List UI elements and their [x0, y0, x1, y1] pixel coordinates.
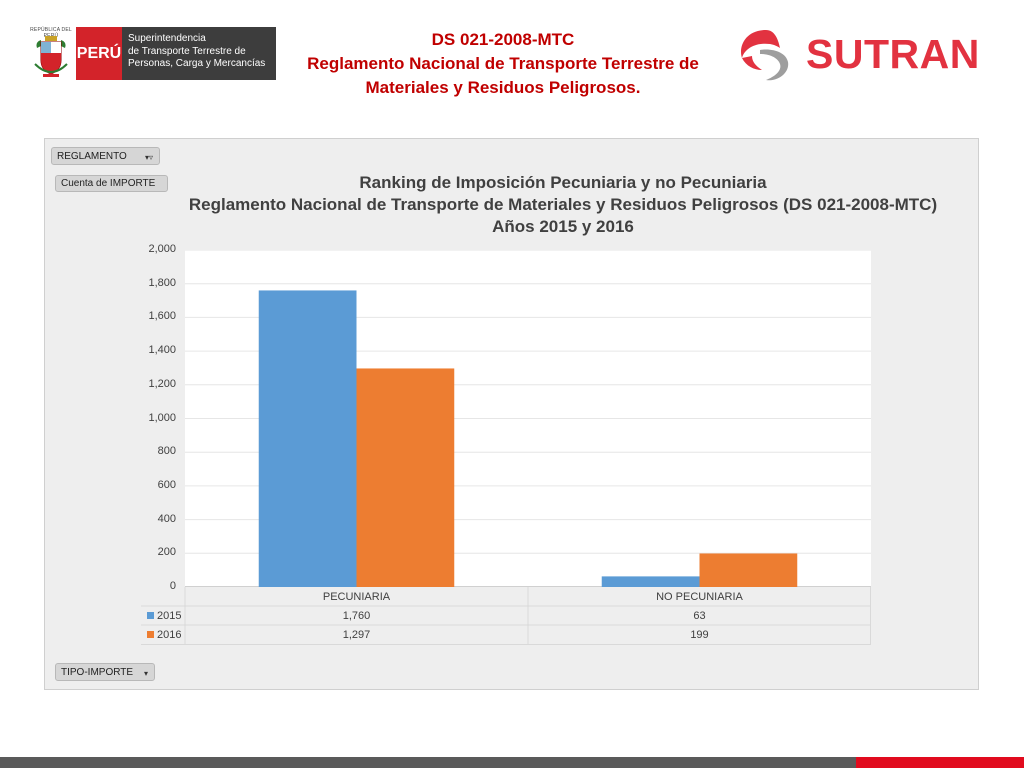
tipo-importe-field-button[interactable]: TIPO-IMPORTE ▾ — [55, 663, 155, 681]
filter-funnel-icon: ▾▿ — [144, 153, 153, 162]
bar-2016-no-pecuniaria — [699, 553, 798, 587]
bar-2015-no-pecuniaria — [601, 576, 700, 587]
x-tick-label: NO PECUNIARIA — [656, 591, 743, 603]
data-label: 199 — [690, 629, 708, 641]
bar-2016-pecuniaria — [356, 368, 455, 587]
data-label: 63 — [693, 610, 705, 622]
plot-area — [185, 249, 871, 587]
y-tick-label: 1,000 — [148, 411, 176, 424]
y-tick-label: 400 — [157, 512, 176, 525]
title-line: DS 021-2008-MTC — [431, 30, 575, 49]
agency-line: de Transporte Terrestre de — [128, 45, 246, 57]
chart-title-line: Reglamento Nacional de Transporte de Mat… — [188, 195, 938, 214]
data-table: PECUNIARIA NO PECUNIARIA 2015 1,760 63 2016 1,… — [141, 587, 871, 645]
plot-svg — [185, 249, 871, 587]
agency-line: Personas, Carga y Mercancías — [128, 58, 266, 69]
data-label: 1,760 — [343, 610, 371, 622]
agency-name: Superintendencia de Transporte Terrestre… — [122, 27, 276, 80]
value-field-button[interactable]: Cuenta de IMPORTE — [55, 175, 168, 192]
legend-label: 2015 — [157, 610, 181, 622]
title-line: Materiales y Residuos Peligrosos. — [365, 78, 641, 97]
reglamento-filter-button[interactable]: REGLAMENTO ▾▿ — [51, 147, 160, 165]
value-field-label: Cuenta de IMPORTE — [61, 178, 156, 189]
peru-government-logo: REPÚBLICA DEL PERÚ PERÚ Superintendencia… — [28, 27, 276, 80]
legend-label: 2016 — [157, 629, 181, 641]
x-tick-label: PECUNIARIA — [323, 591, 391, 603]
data-table-svg: PECUNIARIA NO PECUNIARIA 2015 1,760 63 2016 1,… — [141, 587, 871, 645]
y-tick-label: 800 — [157, 445, 176, 458]
sutran-logo: SUTRAN — [736, 26, 996, 84]
chart-title-line: Años 2015 y 2016 — [492, 217, 634, 236]
y-tick-label: 200 — [157, 546, 176, 559]
y-tick-label: 1,600 — [148, 310, 176, 323]
chevron-down-icon: ▾ — [143, 669, 148, 678]
y-tick-label: 1,800 — [148, 276, 176, 289]
axis-field-label: TIPO-IMPORTE — [61, 666, 134, 678]
sutran-label: SUTRAN — [806, 31, 980, 77]
title-line: Reglamento Nacional de Transporte Terres… — [307, 54, 699, 73]
agency-line: Superintendencia — [128, 33, 206, 44]
y-tick-label: 0 — [169, 580, 176, 592]
y-tick-label: 600 — [157, 478, 176, 491]
footer-accent-bar — [856, 757, 1024, 768]
chart-title: Ranking de Imposición Pecuniaria y no Pe… — [150, 172, 976, 238]
y-tick-label: 1,400 — [148, 344, 176, 357]
legend-swatch-2016 — [147, 631, 154, 638]
footer-bar — [0, 757, 856, 768]
sutran-swoosh-icon — [741, 30, 789, 81]
bar-2015-pecuniaria — [258, 290, 357, 587]
chart-title-line: Ranking de Imposición Pecuniaria y no Pe… — [359, 173, 767, 192]
peru-label: PERÚ — [76, 27, 122, 80]
data-label: 1,297 — [343, 629, 371, 641]
filter-label: REGLAMENTO — [57, 150, 127, 162]
y-tick-label: 2,000 — [148, 243, 176, 255]
coat-of-arms-icon: REPÚBLICA DEL PERÚ — [28, 27, 74, 80]
page-title: DS 021-2008-MTC Reglamento Nacional de T… — [290, 28, 716, 100]
y-tick-label: 1,200 — [148, 377, 176, 390]
legend-swatch-2015 — [147, 612, 154, 619]
